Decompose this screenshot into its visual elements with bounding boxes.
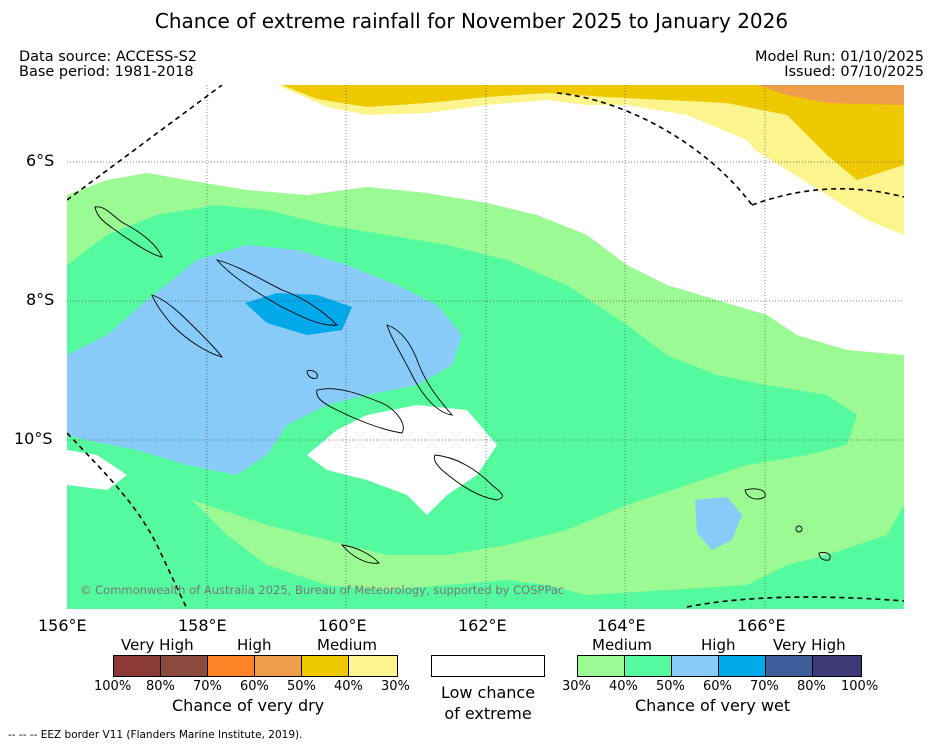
low-chance-line1: Low chance xyxy=(440,683,536,702)
lat-label-8s: 8°S xyxy=(26,290,55,309)
wet-swatch-5 xyxy=(766,656,813,676)
rainfall-map: © Commonwealth of Australia 2025, Bureau… xyxy=(67,85,904,609)
wet-category-medium: Medium xyxy=(592,636,652,654)
dry-tick-50: 50% xyxy=(287,679,316,694)
lon-label-162e: 162°E xyxy=(458,616,507,635)
rennell-outline xyxy=(340,544,380,564)
eez-border-sw xyxy=(67,432,188,609)
wet-tick-70: 70% xyxy=(750,679,779,694)
choiseul-outline xyxy=(151,294,224,358)
dry-tick-70: 70% xyxy=(193,679,222,694)
high-dry-northeast xyxy=(757,85,904,105)
wet-colorbar xyxy=(577,655,862,677)
wet-tick-30: 30% xyxy=(562,679,591,694)
wet-swatch-2 xyxy=(625,656,672,676)
high-wet-east xyxy=(695,497,742,550)
dry-tick-30: 30% xyxy=(381,679,410,694)
lat-label-10s: 10°S xyxy=(14,429,53,448)
wet-swatch-3 xyxy=(672,656,719,676)
bougainville-outline xyxy=(94,206,163,258)
dry-swatch-3 xyxy=(208,656,255,676)
dry-tick-60: 60% xyxy=(240,679,269,694)
wet-category-very-high: Very High xyxy=(773,636,846,654)
dry-legend-caption: Chance of very dry xyxy=(172,696,325,715)
dry-tick-100: 100% xyxy=(94,679,132,694)
copyright-notice: © Commonwealth of Australia 2025, Bureau… xyxy=(80,583,564,597)
eez-borders xyxy=(67,85,904,609)
dry-category-very-high: Very High xyxy=(121,636,194,654)
wet-swatch-1 xyxy=(578,656,625,676)
wet-tick-80: 80% xyxy=(797,679,826,694)
lon-label-158e: 158°E xyxy=(178,616,227,635)
map-title: Chance of extreme rainfall for November … xyxy=(154,9,789,33)
wet-tick-100: 100% xyxy=(841,679,879,694)
santa-isabel-outline xyxy=(215,259,338,326)
wet-swatch-6 xyxy=(813,656,861,676)
dry-tick-80: 80% xyxy=(146,679,175,694)
low-chance-gap xyxy=(547,105,767,175)
vanikoro-outline xyxy=(795,525,803,533)
graticule xyxy=(67,85,904,609)
wet-tick-40: 40% xyxy=(609,679,638,694)
eez-footnote: -- -- -- EEZ border V11 (Flanders Marine… xyxy=(8,729,303,741)
coastlines xyxy=(94,206,831,564)
santa-cruz-outline xyxy=(744,488,766,500)
wet-tick-50: 50% xyxy=(656,679,685,694)
issued-date: Issued: 07/10/2025 xyxy=(784,64,924,80)
russell-islands-outline xyxy=(306,370,318,379)
eez-border-n xyxy=(556,92,753,206)
medium-high-wet-south xyxy=(67,445,904,609)
base-period: Base period: 1981-2018 xyxy=(19,64,194,80)
lon-label-166e: 166°E xyxy=(737,616,786,635)
lon-label-164e: 164°E xyxy=(597,616,646,635)
dry-swatch-5 xyxy=(302,656,349,676)
dry-category-medium: Medium xyxy=(317,636,377,654)
dry-swatch-1 xyxy=(114,656,161,676)
dry-swatch-6 xyxy=(349,656,397,676)
low-chance-line2: of extreme xyxy=(444,704,532,723)
lon-label-160e: 160°E xyxy=(318,616,367,635)
lon-label-156e: 156°E xyxy=(38,616,87,635)
wet-swatch-4 xyxy=(719,656,766,676)
low-chance-central xyxy=(307,405,497,515)
guadalcanal-outline xyxy=(316,388,404,434)
malaita-outline xyxy=(386,324,454,416)
dry-tick-40: 40% xyxy=(334,679,363,694)
dry-swatch-4 xyxy=(255,656,302,676)
wet-category-high: High xyxy=(701,636,736,654)
wet-tick-60: 60% xyxy=(703,679,732,694)
torres-outline xyxy=(818,552,831,561)
eez-border-se xyxy=(686,596,904,608)
medium-dry-north xyxy=(277,85,904,235)
dry-category-high: High xyxy=(237,636,272,654)
wet-legend-caption: Chance of very wet xyxy=(635,696,791,715)
eez-border-ne xyxy=(751,188,904,206)
lat-label-6s: 6°S xyxy=(26,151,55,170)
dry-colorbar xyxy=(113,655,398,677)
model-run: Model Run: 01/10/2025 xyxy=(754,49,924,65)
data-source: Data source: ACCESS-S2 xyxy=(19,49,198,65)
makira-outline xyxy=(433,454,503,501)
low-chance-swatch xyxy=(431,655,545,677)
low-chance-label: Low chance of extreme xyxy=(431,682,545,724)
dry-swatch-2 xyxy=(161,656,208,676)
